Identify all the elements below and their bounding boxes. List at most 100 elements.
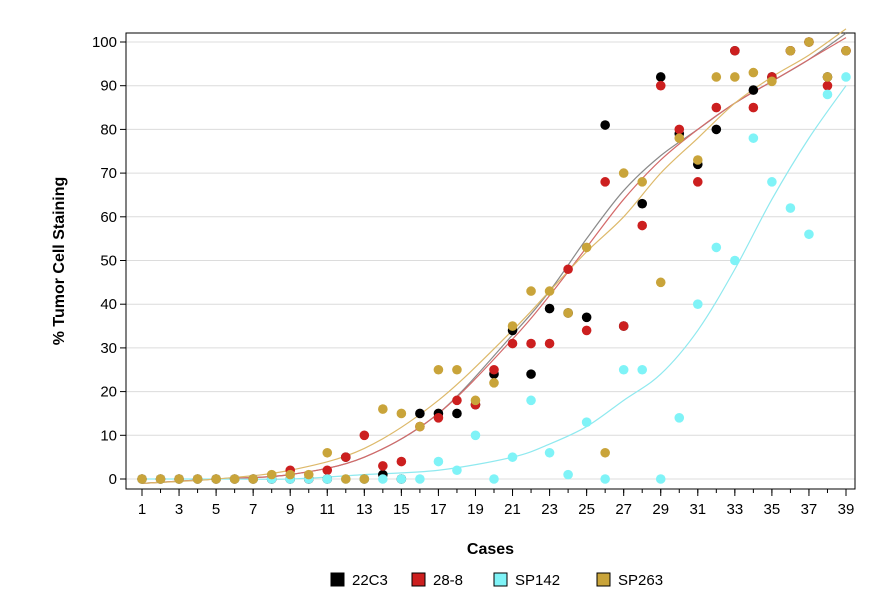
point-sp142 bbox=[655, 474, 666, 484]
x-tick-label: 23 bbox=[541, 501, 558, 518]
point-sp142 bbox=[378, 474, 388, 484]
legend-label-28-8: 28-8 bbox=[433, 572, 463, 589]
point-sp142 bbox=[674, 413, 685, 423]
point-28-8 bbox=[730, 45, 740, 56]
point-sp263 bbox=[822, 72, 833, 82]
point-sp263 bbox=[804, 37, 814, 47]
point-sp263 bbox=[322, 447, 333, 458]
point-sp263 bbox=[841, 45, 851, 56]
x-tick-label: 19 bbox=[467, 501, 484, 518]
point-sp142 bbox=[804, 229, 814, 240]
x-tick-label: 5 bbox=[212, 501, 220, 518]
y-tick-label: 50 bbox=[100, 253, 117, 270]
y-axis: 0 10 20 30 40 50 60 70 80 90 100 bbox=[92, 34, 126, 488]
point-28-8 bbox=[674, 124, 685, 135]
x-axis: 1 3 5 7 9 11 13 15 17 19 21 23 25 27 29 31 33 35 37 39 bbox=[138, 489, 855, 518]
x-tick-label: 35 bbox=[764, 501, 781, 518]
point-sp263 bbox=[211, 474, 221, 484]
point-sp142 bbox=[322, 474, 333, 484]
point-sp142 bbox=[415, 474, 425, 484]
point-22c3 bbox=[544, 303, 555, 314]
point-sp263 bbox=[470, 395, 481, 406]
x-tick-label: 33 bbox=[726, 501, 743, 518]
point-sp142 bbox=[730, 255, 740, 266]
point-28-8 bbox=[452, 395, 462, 406]
point-sp142 bbox=[711, 242, 722, 253]
y-tick-label: 100 bbox=[92, 34, 117, 51]
point-28-8 bbox=[507, 338, 518, 349]
point-22c3 bbox=[581, 312, 592, 323]
x-tick-label: 3 bbox=[175, 501, 183, 518]
x-axis-title: Cases bbox=[467, 541, 514, 558]
point-28-8 bbox=[822, 80, 833, 91]
point-28-8 bbox=[544, 338, 555, 349]
point-sp142 bbox=[637, 364, 648, 375]
data-points bbox=[137, 37, 851, 484]
point-sp263 bbox=[637, 177, 648, 187]
point-sp263 bbox=[600, 447, 610, 458]
legend-label-sp142: SP142 bbox=[515, 572, 560, 589]
x-tick-label: 17 bbox=[430, 501, 447, 518]
point-sp263 bbox=[748, 67, 759, 78]
point-sp142 bbox=[841, 72, 851, 82]
x-tick-label: 25 bbox=[578, 501, 595, 518]
point-sp263 bbox=[692, 155, 703, 165]
point-sp142 bbox=[785, 203, 796, 213]
point-22c3 bbox=[637, 198, 648, 209]
point-28-8 bbox=[340, 452, 351, 462]
point-sp263 bbox=[785, 45, 796, 56]
point-sp142 bbox=[433, 456, 444, 467]
point-sp142 bbox=[563, 469, 573, 480]
x-tick-label: 9 bbox=[286, 501, 294, 518]
point-sp142 bbox=[470, 430, 481, 441]
point-22c3 bbox=[748, 85, 759, 95]
x-tick-label: 13 bbox=[356, 501, 373, 518]
point-28-8 bbox=[692, 177, 703, 187]
point-sp263 bbox=[618, 168, 629, 178]
x-tick-label: 27 bbox=[615, 501, 632, 518]
y-tick-label: 30 bbox=[100, 340, 117, 357]
point-sp263 bbox=[359, 474, 370, 484]
x-tick-label: 39 bbox=[838, 501, 855, 518]
point-sp142 bbox=[544, 447, 555, 458]
y-tick-label: 70 bbox=[100, 165, 117, 182]
x-tick-label: 7 bbox=[249, 501, 257, 518]
point-sp263 bbox=[285, 469, 296, 480]
y-tick-label: 10 bbox=[100, 427, 117, 444]
point-sp263 bbox=[526, 286, 536, 296]
point-sp263 bbox=[452, 364, 462, 375]
x-tick-label: 37 bbox=[801, 501, 818, 518]
point-sp263 bbox=[563, 308, 573, 318]
x-tick-label: 11 bbox=[319, 501, 335, 518]
x-tick-label: 1 bbox=[138, 501, 146, 518]
point-sp142 bbox=[581, 417, 592, 427]
x-tick-label: 21 bbox=[504, 501, 521, 518]
point-sp142 bbox=[618, 364, 629, 375]
legend-label-22c3: 22C3 bbox=[352, 572, 388, 589]
point-sp263 bbox=[544, 286, 555, 296]
point-28-8 bbox=[489, 364, 499, 375]
legend-swatch-22c3 bbox=[330, 572, 345, 587]
point-sp263 bbox=[248, 474, 258, 484]
trend-line-sp263 bbox=[141, 28, 847, 484]
point-28-8 bbox=[359, 430, 370, 441]
y-tick-label: 90 bbox=[100, 78, 117, 95]
point-sp142 bbox=[526, 395, 536, 406]
point-22c3 bbox=[711, 124, 722, 135]
point-sp263 bbox=[155, 474, 166, 484]
legend: 22C3 28-8 SP142 SP263 bbox=[330, 572, 663, 589]
point-sp263 bbox=[137, 474, 147, 484]
point-sp142 bbox=[600, 474, 610, 484]
point-28-8 bbox=[711, 102, 722, 113]
series-sp142 bbox=[137, 72, 851, 484]
legend-swatch-28-8 bbox=[411, 572, 426, 587]
point-sp142 bbox=[396, 474, 407, 484]
point-sp142 bbox=[692, 299, 703, 310]
point-sp263 bbox=[581, 242, 592, 253]
y-tick-label: 0 bbox=[109, 471, 117, 488]
y-axis-title: % Tumor Cell Staining bbox=[51, 177, 68, 346]
point-28-8 bbox=[396, 456, 407, 467]
point-sp263 bbox=[433, 364, 444, 375]
point-sp263 bbox=[340, 474, 351, 484]
